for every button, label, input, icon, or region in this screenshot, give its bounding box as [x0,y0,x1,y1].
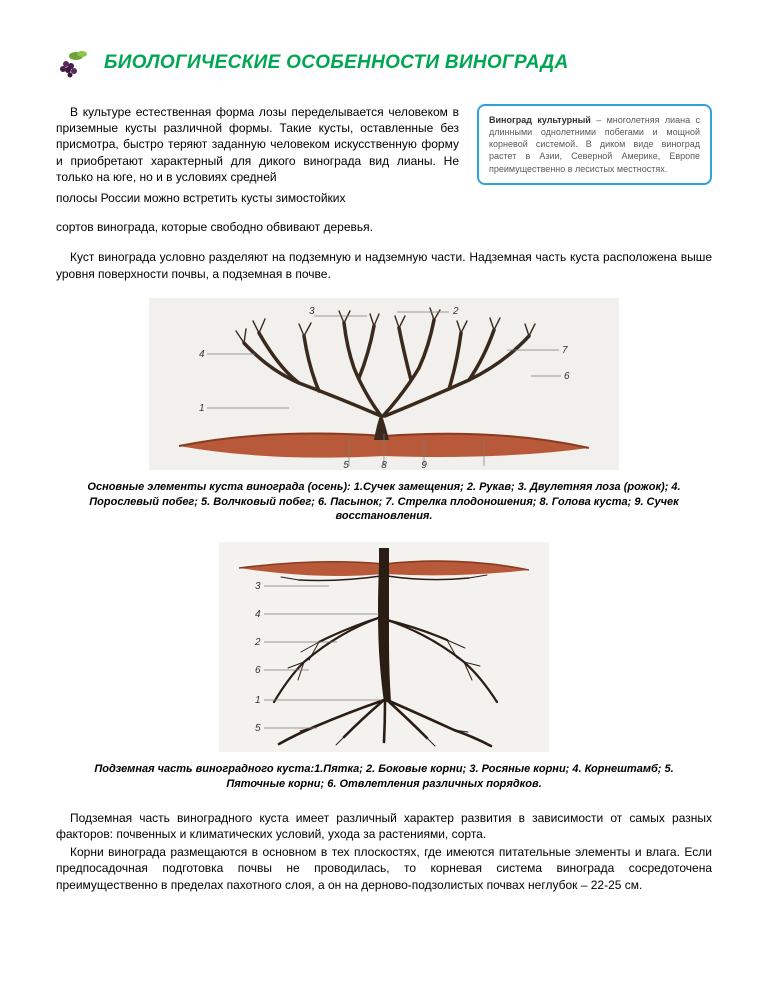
svg-text:9: 9 [421,460,427,470]
svg-text:3: 3 [309,306,315,317]
diagram-bush-below: 3 4 2 6 1 5 [56,542,712,752]
caption-diagram-1: Основные элементы куста винограда (осень… [79,480,689,525]
svg-text:4: 4 [199,349,205,360]
grape-icon [56,48,94,78]
svg-text:1: 1 [255,695,261,706]
svg-text:6: 6 [255,665,261,676]
svg-text:1: 1 [199,403,205,414]
body-paragraph-2: Корни винограда размещаются в основном в… [56,844,712,893]
svg-text:8: 8 [381,460,387,470]
page-header: БИОЛОГИЧЕСКИЕ ОСОБЕННОСТИ ВИНОГРАДА [56,48,712,78]
svg-text:6: 6 [564,371,570,382]
diagram-bush-above: 1 4 3 2 7 6 5 8 9 [56,298,712,470]
body-paragraph-1: Подземная часть виноградного куста имеет… [56,810,712,842]
svg-text:5: 5 [343,460,349,470]
intro-continue-1: полосы России можно встретить кусты зимо… [56,190,712,206]
intro-text: В культуре естественная форма лозы перед… [56,104,459,185]
svg-text:5: 5 [255,723,261,734]
svg-text:3: 3 [255,581,261,592]
svg-text:4: 4 [255,609,261,620]
svg-text:2: 2 [452,306,459,317]
svg-text:2: 2 [254,637,261,648]
caption-diagram-2: Подземная часть виноградного куста:1.Пят… [79,762,689,792]
callout-box: Виноград культурный – многолетняя лиана … [477,104,712,185]
callout-lead: Виноград культурный [489,115,591,125]
intro-continue-2: сортов винограда, которые свободно обвив… [56,219,712,235]
page-title: БИОЛОГИЧЕСКИЕ ОСОБЕННОСТИ ВИНОГРАДА [104,50,569,76]
intro-row: В культуре естественная форма лозы перед… [56,104,712,185]
paragraph-2: Куст винограда условно разделяют на подз… [56,249,712,281]
svg-text:7: 7 [562,345,568,356]
